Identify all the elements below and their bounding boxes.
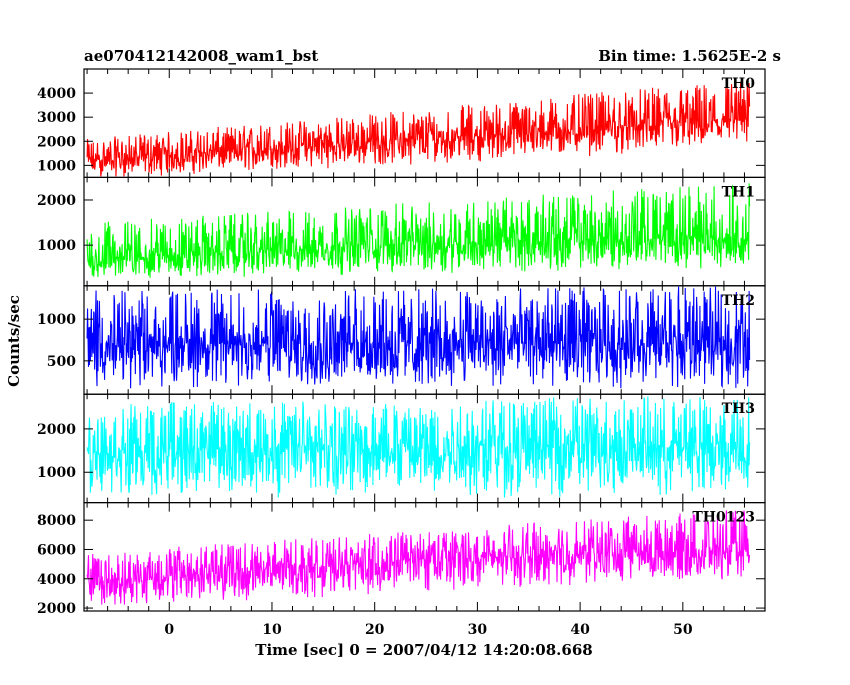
y-tick-label: 4000 [37, 86, 76, 102]
y-tick-label: 1000 [37, 238, 76, 254]
y-tick-label: 1000 [37, 158, 76, 174]
panel-label: TH3 [722, 401, 755, 417]
panels-layer: TH01000200030004000TH110002000TH25001000… [37, 68, 766, 638]
bin-time-label: Bin time: 1.5625E-2 s [598, 47, 781, 65]
panel-label: TH0123 [692, 510, 755, 526]
y-tick-label: 1000 [37, 465, 76, 481]
y-axis-label: Counts/sec [5, 295, 23, 387]
x-tick-label: 40 [570, 622, 590, 638]
x-tick-label: 50 [673, 622, 693, 638]
y-tick-label: 500 [47, 354, 76, 370]
panel-label: TH2 [722, 293, 755, 309]
panel-label: TH0 [722, 76, 756, 92]
x-tick-label: 0 [164, 622, 174, 638]
y-tick-label: 2000 [37, 422, 76, 438]
series-line-th0 [86, 80, 751, 177]
chart-title: ae070412142008_wam1_bst [84, 47, 318, 65]
y-tick-label: 4000 [37, 572, 76, 588]
y-tick-label: 3000 [37, 110, 76, 126]
x-tick-label: 10 [262, 622, 282, 638]
y-tick-label: 8000 [37, 513, 76, 529]
panel-th0: TH0 1000 2000 3000 4000 [37, 68, 766, 179]
panel-th0123: TH0123 2000 4000 6000 8000 [37, 502, 766, 617]
x-axis-label: Time [sec] 0 = 2007/04/12 14:20:08.668 [255, 641, 592, 659]
y-tick-label: 1000 [37, 312, 76, 328]
y-tick-label: 2000 [37, 134, 76, 150]
series-line-th1 [86, 183, 751, 278]
panel-th3: TH3 1000 2000 [37, 393, 766, 504]
y-tick-label: 6000 [37, 542, 76, 558]
x-tick-label: 20 [365, 622, 385, 638]
panel-th2: TH2 500 1000 [37, 285, 766, 395]
panel-frame [83, 502, 766, 612]
series-line-th2 [86, 286, 751, 389]
series-line-th0123 [86, 510, 751, 605]
x-tick-label: 30 [468, 622, 488, 638]
panel-th1: TH1 1000 2000 [37, 176, 766, 287]
panel-label: TH1 [722, 184, 755, 200]
series-line-th3 [86, 396, 751, 498]
y-tick-label: 2000 [37, 193, 76, 209]
y-tick-label: 2000 [37, 601, 76, 617]
